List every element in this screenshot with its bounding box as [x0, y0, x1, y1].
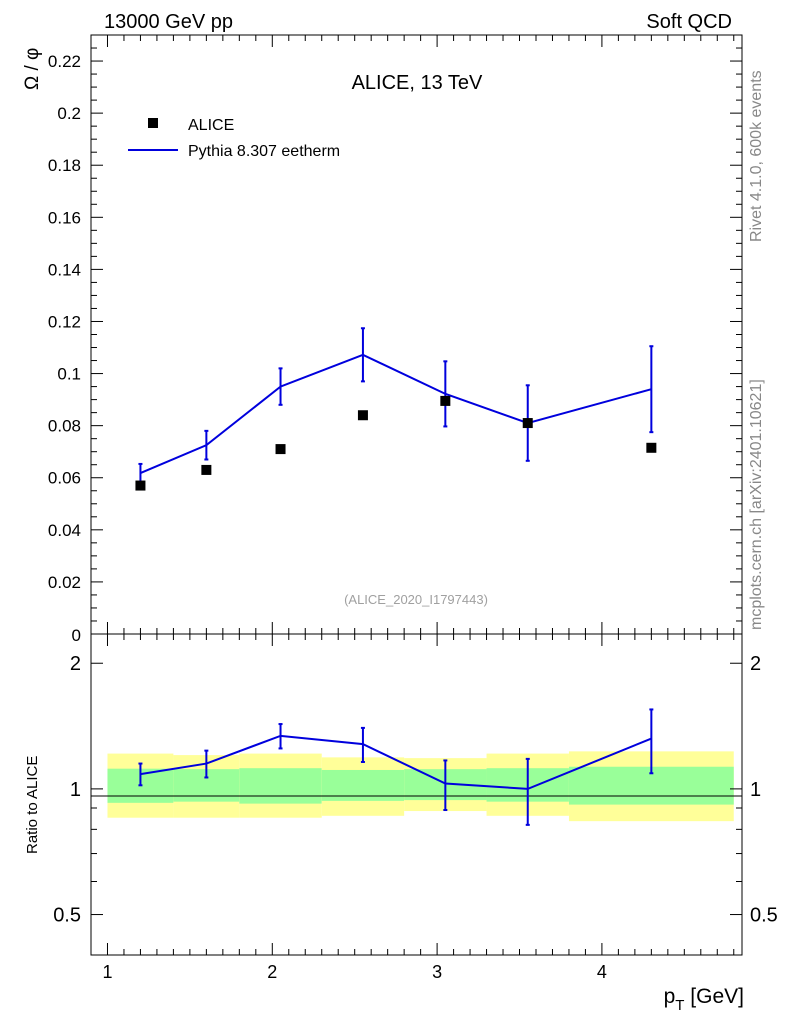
ratio-y-tick-label-left: 0.5: [53, 905, 81, 927]
legend-marker-alice: [148, 118, 158, 128]
header-left: 13000 GeV pp: [104, 11, 233, 33]
ratio-data-marks: [138, 708, 654, 826]
main-panel: 0.02 0.04 0.06 0.08 0.1 0.12 0.14 0.16 0.18 0.2 0.…: [22, 34, 743, 645]
main-y-tick-label: 0.16: [48, 208, 81, 227]
alice-data-point: [646, 442, 657, 453]
legend-label-pythia: Pythia 8.307 eetherm: [188, 143, 340, 160]
main-y-tick-label: 0.14: [48, 260, 81, 279]
main-y-tick-labels: 0.02 0.04 0.06 0.08 0.1 0.12 0.14 0.16 0.18 0.2 0.…: [48, 52, 81, 592]
legend-label-alice: ALICE: [188, 117, 234, 134]
ratio-y-tick-labels: 0.5 0.5 1 1 2 2: [53, 653, 778, 926]
main-y-tick-label: 0.22: [48, 52, 81, 71]
ylabel-phi: φ: [22, 48, 43, 60]
ratio-uncertainty-bands: [107, 751, 734, 822]
ratio-y-tick-label-left: 2: [70, 653, 81, 675]
ylabel-sep: /: [22, 60, 43, 76]
x-tick-labels: 1 2 3 4: [102, 962, 606, 982]
alice-data-point: [275, 444, 286, 455]
header-right: Soft QCD: [646, 11, 732, 33]
x-tick-label: 3: [432, 962, 442, 982]
ratio-y-tick-label-left: 1: [70, 779, 81, 801]
ratio-y-axis-label: Ratio to ALICE: [24, 756, 41, 854]
x-tick-label: 1: [102, 962, 112, 982]
main-y-tick-label: 0.06: [48, 469, 81, 488]
ylabel-omega: Ω: [22, 76, 43, 90]
main-axis-ticks: [91, 35, 742, 634]
xlabel-unit: [GeV]: [684, 985, 744, 1008]
ratio-axis-ticks: [91, 634, 742, 955]
alice-data-point: [135, 480, 146, 491]
ratio-y-tick-label-right: 0.5: [750, 905, 778, 927]
alice-data-point: [201, 464, 212, 475]
main-data-marks: [135, 327, 657, 491]
legend: ALICE Pythia 8.307 eetherm: [128, 117, 340, 160]
pythia-line: [140, 353, 652, 474]
ratio-stat-uncertainty-band: [239, 768, 322, 804]
xlabel-sub-t: T: [675, 997, 684, 1014]
rivet-label: Rivet 4.1.0, 600k events: [748, 70, 765, 242]
main-y-tick-label: 0.02: [48, 573, 81, 592]
main-y-tick-label: 0.12: [48, 312, 81, 331]
ratio-panel: 0.5 0.5 1 1 2 2 1 2 3 4 Ratio to ALICE pT [GeV]: [24, 633, 778, 1014]
mcplots-label: mcplots.cern.ch [arXiv:2401.10621]: [748, 379, 765, 630]
y-zero-label: 0: [72, 626, 81, 645]
x-tick-label: 2: [267, 962, 277, 982]
x-axis-label: pT [GeV]: [664, 985, 744, 1014]
ratio-y-tick-label-right: 1: [750, 779, 761, 801]
main-y-axis-label: Ω / φ: [22, 48, 43, 90]
main-y-tick-label: 0.08: [48, 417, 81, 436]
alice-data-point: [357, 410, 368, 421]
xlabel-p: p: [664, 985, 676, 1008]
ratio-y-tick-label-right: 2: [750, 653, 761, 675]
alice-data-point: [440, 395, 451, 406]
x-tick-label: 4: [597, 962, 607, 982]
main-y-tick-label: 0.2: [57, 104, 81, 123]
main-y-tick-label: 0.18: [48, 156, 81, 175]
analysis-id: (ALICE_2020_I1797443): [344, 592, 488, 607]
alice-data-point: [522, 418, 533, 429]
main-y-tick-label: 0.1: [57, 365, 81, 384]
ratio-frame: [90, 633, 743, 956]
main-y-tick-label: 0.04: [48, 521, 81, 540]
main-title: ALICE, 13 TeV: [352, 72, 483, 94]
